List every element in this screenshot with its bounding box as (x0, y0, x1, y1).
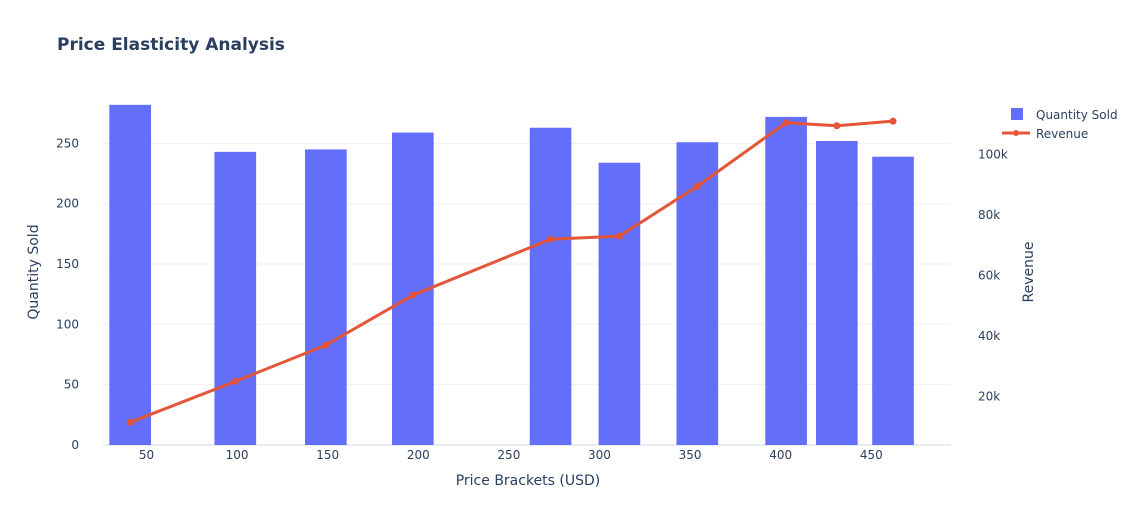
legend-item-quantity-sold[interactable]: Quantity Sold (1011, 108, 1118, 122)
revenue-point (782, 119, 790, 127)
legend-label-quantity-sold: Quantity Sold (1036, 108, 1118, 122)
y2-tick-label: 100k (978, 147, 1008, 161)
revenue-point (409, 291, 417, 299)
x-axis-ticks: 50 100 150 200 250 300 350 400 450 (139, 448, 883, 462)
y2-tick-label: 40k (978, 329, 1000, 343)
bar (598, 162, 641, 445)
revenue-point (615, 232, 623, 240)
y2-tick-label: 80k (978, 208, 1000, 222)
bar (305, 149, 347, 445)
bar (214, 151, 257, 445)
bar (765, 116, 807, 445)
bar (109, 104, 152, 446)
x-tick-label: 250 (497, 448, 520, 462)
bar (872, 156, 914, 445)
x-tick-label: 300 (588, 448, 611, 462)
bar (816, 141, 858, 446)
x-axis-title: Price Brackets (USD) (456, 473, 601, 489)
revenue-point (693, 182, 701, 190)
y2-tick-label: 60k (978, 269, 1000, 283)
y-tick-label: 100 (56, 317, 79, 331)
bar (529, 127, 572, 446)
x-tick-label: 50 (139, 448, 154, 462)
y-tick-label: 250 (56, 136, 79, 150)
y2-axis-title: Revenue (1021, 242, 1037, 303)
revenue-line (129, 119, 894, 424)
bar (676, 142, 719, 445)
x-tick-label: 200 (407, 448, 430, 462)
revenue-point (547, 235, 555, 243)
y2-tick-label: 20k (978, 390, 1000, 404)
legend-swatch-marker (1013, 130, 1019, 136)
y-tick-label: 150 (56, 257, 79, 271)
legend-swatch-bar (1011, 108, 1023, 120)
y-axis-ticks: 0 50 100 150 200 250 (56, 136, 79, 452)
x-tick-label: 100 (226, 448, 249, 462)
revenue-point (231, 377, 239, 385)
revenue-point (833, 122, 841, 130)
bars-layer (109, 104, 914, 446)
legend-label-revenue: Revenue (1036, 127, 1088, 141)
legend-item-revenue[interactable]: Revenue (1002, 127, 1088, 141)
y-axis-title: Quantity Sold (26, 224, 42, 319)
x-tick-label: 400 (769, 448, 792, 462)
revenue-point (322, 341, 330, 349)
y-tick-label: 0 (71, 438, 79, 452)
revenue-point (126, 418, 134, 426)
x-tick-label: 350 (679, 448, 702, 462)
revenue-point (889, 117, 897, 125)
y-tick-label: 200 (56, 197, 79, 211)
x-tick-label: 150 (316, 448, 339, 462)
legend: Quantity Sold Revenue (1002, 108, 1118, 141)
line-layer (126, 117, 897, 426)
y-tick-label: 50 (64, 378, 79, 392)
chart-title: Price Elasticity Analysis (57, 35, 285, 55)
x-tick-label: 450 (860, 448, 883, 462)
y2-axis-ticks: 20k 40k 60k 80k 100k (978, 147, 1008, 403)
